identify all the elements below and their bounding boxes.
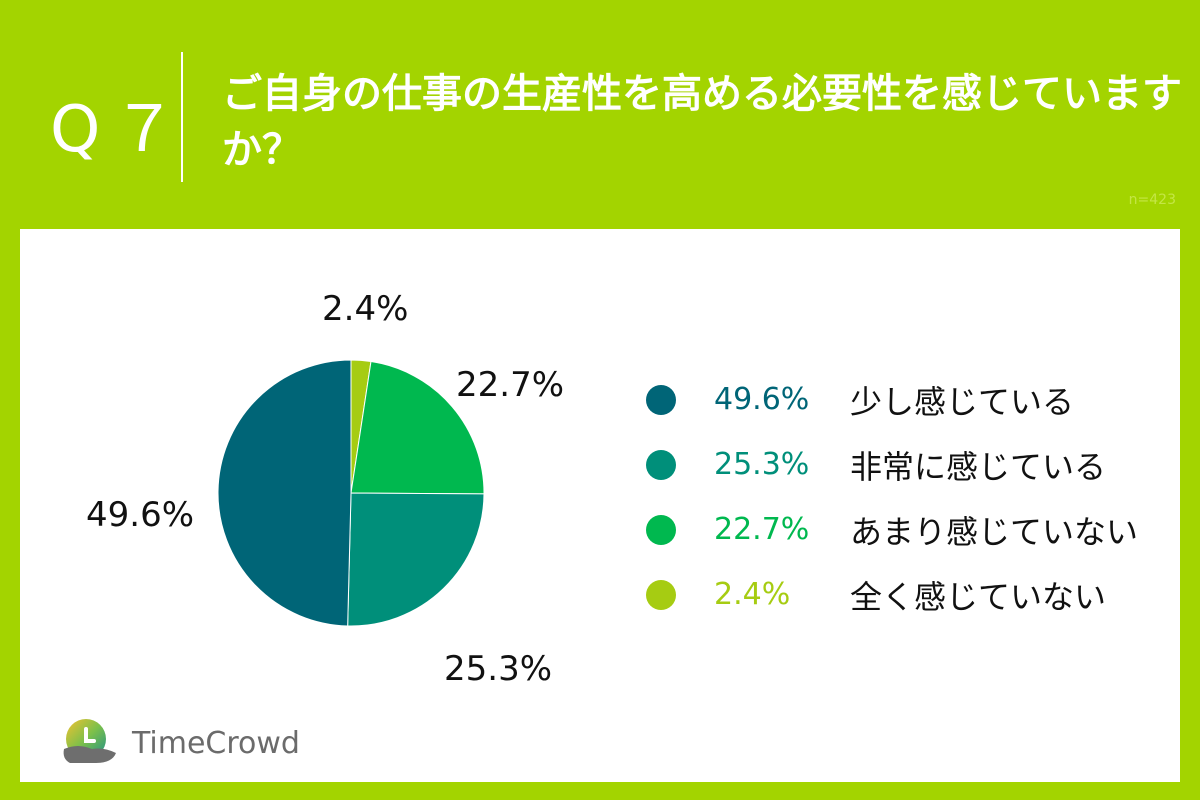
legend-swatch: [646, 384, 676, 415]
legend-label: 全く感じていない: [850, 577, 1107, 616]
legend-percentage: 25.3%: [714, 447, 810, 482]
legend-swatch: [646, 579, 676, 610]
legend-label: 少し感じている: [850, 382, 1075, 421]
legend-item: 49.6% 少し感じている: [646, 367, 1138, 432]
legend-item: 25.3% 非常に感じている: [646, 432, 1138, 497]
pie-chart: [217, 359, 485, 627]
pie-slice-3: [347, 492, 485, 627]
question-number: Q７: [50, 93, 189, 167]
legend: 49.6% 少し感じている 25.3% 非常に感じている 22.7% あまり感じていない 2…: [646, 367, 1138, 627]
timecrowd-logo: TimeCrowd: [56, 717, 300, 769]
legend-label: 非常に感じている: [850, 447, 1107, 486]
timecrowd-logo-icon: [63, 719, 116, 763]
slice-value-label-3: 25.3%: [444, 649, 553, 689]
legend-percentage: 49.6%: [714, 382, 810, 417]
slice-value-label-1: 2.4%: [322, 289, 409, 329]
pie-slice-4: [217, 359, 352, 627]
chart-panel: 2.4% 22.7% 25.3% 49.6% 49.6% 少し感じている 25.3% 非常に…: [20, 229, 1180, 782]
legend-item: 2.4% 全く感じていない: [646, 562, 1138, 627]
header-divider: [181, 52, 183, 182]
slice-value-label-2: 22.7%: [456, 365, 565, 405]
sample-size: n=423: [1128, 192, 1176, 208]
logo-text: TimeCrowd: [132, 725, 300, 761]
question-title: ご自身の仕事の生産性を高める必要性を感じていますか？: [222, 71, 1182, 173]
legend-item: 22.7% あまり感じていない: [646, 497, 1138, 562]
slice-value-label-4: 49.6%: [86, 495, 195, 535]
pie-slice-2: [350, 360, 485, 495]
legend-label: あまり感じていない: [850, 512, 1139, 551]
legend-percentage: 22.7%: [714, 512, 810, 547]
legend-percentage: 2.4%: [714, 577, 791, 612]
legend-swatch: [646, 514, 676, 545]
legend-swatch: [646, 449, 676, 480]
